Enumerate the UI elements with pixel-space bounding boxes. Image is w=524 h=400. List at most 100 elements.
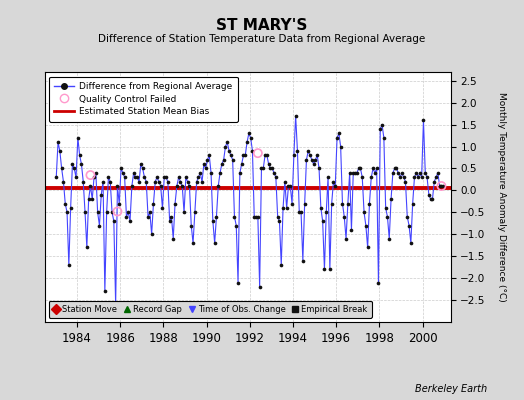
Point (61, 200, 69, 207)
Point (325, 266, 334, 272)
Point (99, 178, 107, 185)
Point (52, 174, 60, 180)
Point (399, 174, 408, 180)
Point (169, 236, 178, 242)
Text: Berkeley Earth: Berkeley Earth (415, 384, 487, 394)
Point (140, 174, 149, 180)
Point (83, 244, 91, 251)
Point (277, 262, 286, 268)
Point (281, 178, 289, 185)
Point (324, 174, 332, 180)
Point (189, 240, 197, 246)
Point (97, 192, 105, 198)
Point (311, 156, 320, 163)
Point (293, 148, 302, 154)
Point (250, 214, 258, 220)
Point (437, 183, 445, 189)
Point (121, 174, 129, 180)
Point (128, 183, 136, 189)
Point (284, 183, 292, 189)
Point (221, 143, 230, 150)
Point (228, 156, 237, 163)
Point (256, 284, 264, 290)
Point (149, 200, 158, 207)
Point (385, 236, 394, 242)
Point (322, 209, 331, 216)
Point (300, 200, 309, 207)
Point (392, 165, 401, 172)
Point (86, 183, 95, 189)
Point (270, 170, 278, 176)
Point (257, 165, 266, 172)
Point (104, 174, 113, 180)
Point (129, 170, 138, 176)
Point (185, 183, 194, 189)
Point (342, 236, 350, 242)
Point (157, 183, 165, 189)
Point (220, 156, 228, 163)
Point (84, 196, 93, 202)
Point (216, 170, 224, 176)
Point (241, 152, 249, 158)
Point (162, 174, 170, 180)
Point (203, 156, 212, 163)
Point (291, 113, 300, 119)
Point (369, 165, 377, 172)
Point (306, 152, 314, 158)
Point (227, 152, 235, 158)
Point (349, 170, 357, 176)
Point (234, 279, 242, 286)
Point (171, 200, 179, 207)
Point (214, 183, 223, 189)
Point (434, 170, 442, 176)
Point (70, 165, 79, 172)
Point (124, 209, 133, 216)
Point (75, 152, 84, 158)
Point (335, 130, 343, 137)
Point (403, 214, 411, 220)
Point (191, 209, 199, 216)
Point (427, 196, 435, 202)
Point (166, 218, 174, 224)
Point (394, 170, 402, 176)
Point (163, 178, 172, 185)
Point (421, 170, 430, 176)
Point (113, 183, 122, 189)
Point (74, 134, 82, 141)
Point (178, 183, 187, 189)
Point (268, 165, 277, 172)
Point (414, 174, 422, 180)
Point (367, 174, 376, 180)
Point (217, 161, 226, 167)
Point (263, 152, 271, 158)
Point (200, 161, 208, 167)
Point (319, 218, 327, 224)
Point (274, 214, 282, 220)
Point (92, 170, 100, 176)
Point (398, 170, 406, 176)
Point (138, 165, 147, 172)
Point (304, 148, 312, 154)
Point (288, 200, 296, 207)
Point (86, 172, 95, 178)
Point (133, 174, 141, 180)
Point (316, 205, 325, 211)
Point (252, 214, 260, 220)
Point (295, 209, 303, 216)
Point (176, 178, 184, 185)
Point (271, 174, 280, 180)
Point (77, 161, 85, 167)
Point (266, 165, 275, 172)
Point (245, 130, 253, 137)
Legend: Station Move, Record Gap, Time of Obs. Change, Empirical Break: Station Move, Record Gap, Time of Obs. C… (49, 301, 372, 318)
Point (183, 178, 192, 185)
Point (254, 214, 262, 220)
Point (416, 170, 424, 176)
Point (160, 174, 168, 180)
Point (259, 165, 267, 172)
Point (246, 134, 255, 141)
Point (435, 183, 444, 189)
Point (339, 200, 347, 207)
Point (358, 174, 366, 180)
Point (380, 134, 388, 141)
